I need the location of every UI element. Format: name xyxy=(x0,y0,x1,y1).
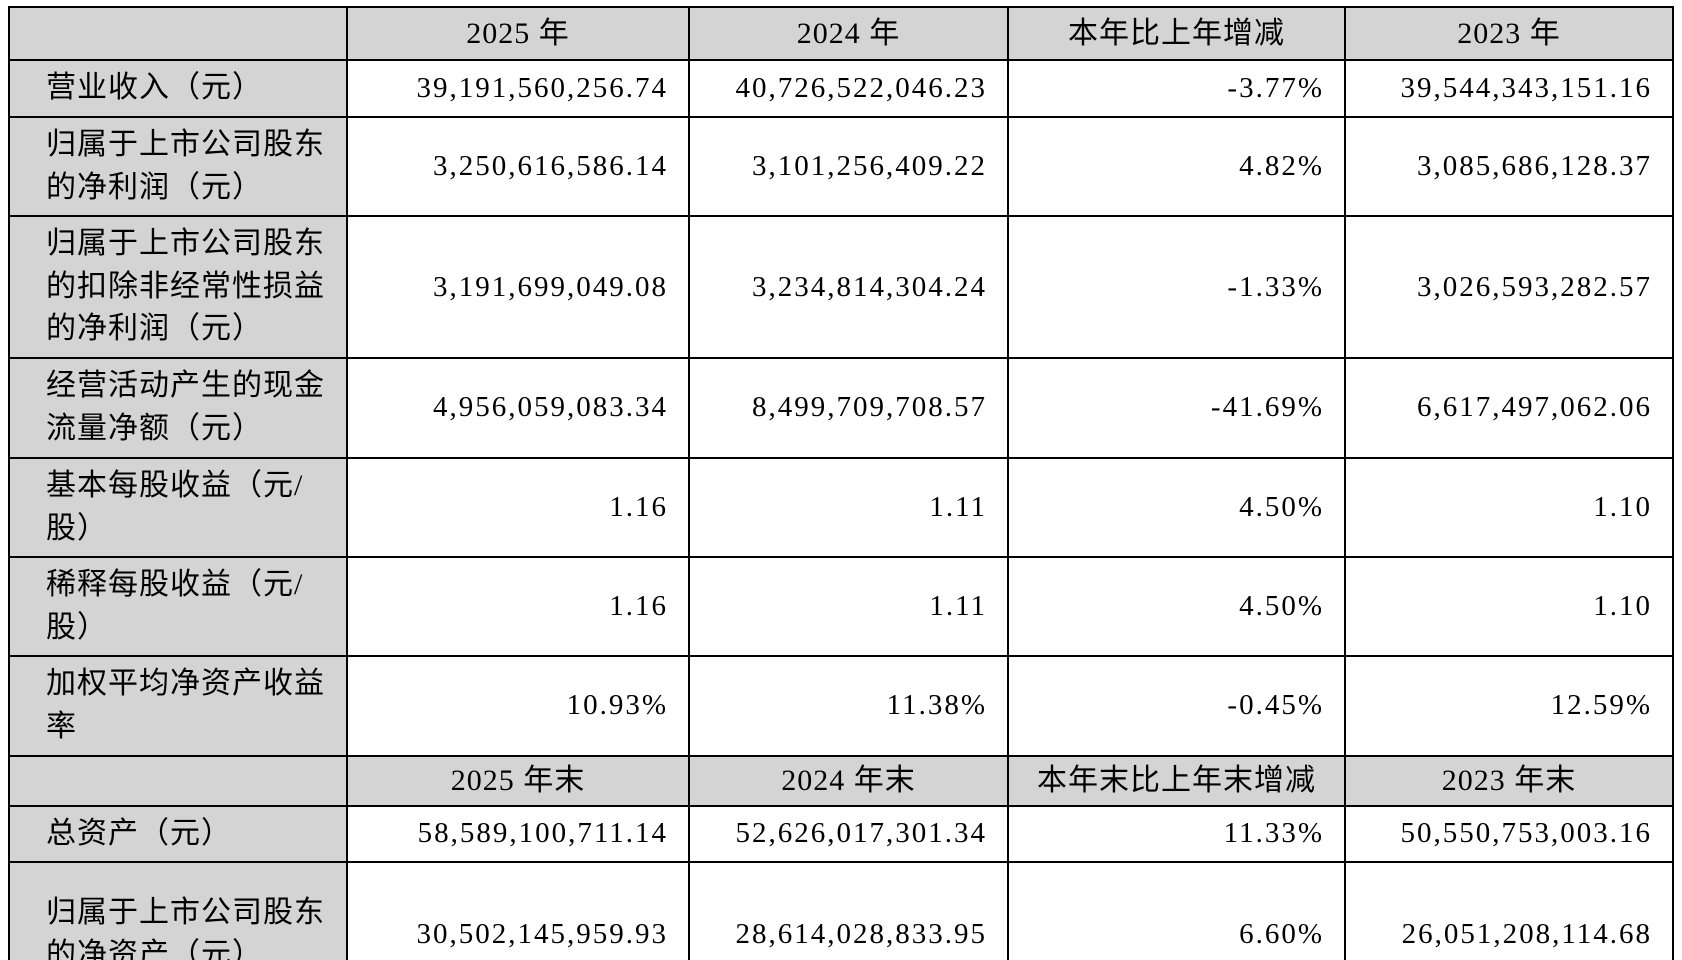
row-label: 稀释每股收益（元/股） xyxy=(8,556,348,658)
value-cell-2025: 39,191,560,256.74 xyxy=(346,59,690,118)
row-label: 加权平均净资产收益率 xyxy=(8,655,348,757)
col-header-2023-end: 2023 年末 xyxy=(1344,754,1674,807)
financial-kpi-table: 2025 年 2024 年 本年比上年增减 2023 年 营业收入（元） 39,… xyxy=(8,6,1674,960)
row-label: 归属于上市公司股东的扣除非经常性损益的净利润（元） xyxy=(8,215,348,359)
value-cell-2025: 1.16 xyxy=(346,456,690,559)
row-label: 总资产（元） xyxy=(8,804,348,864)
corner-cell xyxy=(8,754,348,807)
table-row-net-profit: 归属于上市公司股东的净利润（元） 3,250,616,586.14 3,101,… xyxy=(8,115,1674,218)
value-cell-2023: 26,051,208,114.68 xyxy=(1344,861,1674,960)
value-cell-change: -0.45% xyxy=(1007,655,1346,757)
header-row-yearend: 2025 年末 2024 年末 本年末比上年末增减 2023 年末 xyxy=(8,754,1674,807)
value-cell-2025: 3,191,699,049.08 xyxy=(346,215,690,359)
value-cell-2024: 28,614,028,833.95 xyxy=(688,861,1009,960)
table-row-net-profit-excl-nonrecurring: 归属于上市公司股东的扣除非经常性损益的净利润（元） 3,191,699,049.… xyxy=(8,215,1674,359)
table-row-net-assets: 归属于上市公司股东的净资产（元） 30,502,145,959.93 28,61… xyxy=(8,861,1674,960)
value-cell-change: 4.50% xyxy=(1007,556,1346,658)
value-cell-2025: 4,956,059,083.34 xyxy=(346,356,690,459)
table-row-diluted-eps: 稀释每股收益（元/股） 1.16 1.11 4.50% 1.10 xyxy=(8,556,1674,658)
value-cell-2025: 3,250,616,586.14 xyxy=(346,115,690,218)
row-label: 经营活动产生的现金流量净额（元） xyxy=(8,356,348,459)
row-label: 归属于上市公司股东的净利润（元） xyxy=(8,115,348,218)
header-row-annual: 2025 年 2024 年 本年比上年增减 2023 年 xyxy=(8,6,1674,61)
table-row-operating-cash-flow: 经营活动产生的现金流量净额（元） 4,956,059,083.34 8,499,… xyxy=(8,356,1674,459)
value-cell-2025: 1.16 xyxy=(346,556,690,658)
corner-cell xyxy=(8,6,348,61)
value-cell-2024: 40,726,522,046.23 xyxy=(688,59,1009,118)
value-cell-2023: 3,085,686,128.37 xyxy=(1344,115,1674,218)
table-row-total-assets: 总资产（元） 58,589,100,711.14 52,626,017,301.… xyxy=(8,804,1674,864)
value-cell-2023: 1.10 xyxy=(1344,456,1674,559)
col-header-2025-end: 2025 年末 xyxy=(346,754,690,807)
value-cell-2023: 3,026,593,282.57 xyxy=(1344,215,1674,359)
value-cell-2024: 1.11 xyxy=(688,556,1009,658)
value-cell-change: 4.50% xyxy=(1007,456,1346,559)
value-cell-2023: 39,544,343,151.16 xyxy=(1344,59,1674,118)
value-cell-change: 6.60% xyxy=(1007,861,1346,960)
table-row-revenue: 营业收入（元） 39,191,560,256.74 40,726,522,046… xyxy=(8,59,1674,118)
value-cell-2025: 58,589,100,711.14 xyxy=(346,804,690,864)
value-cell-2024: 52,626,017,301.34 xyxy=(688,804,1009,864)
value-cell-change: 11.33% xyxy=(1007,804,1346,864)
table-row-basic-eps: 基本每股收益（元/股） 1.16 1.11 4.50% 1.10 xyxy=(8,456,1674,559)
col-header-yoy-change: 本年比上年增减 xyxy=(1007,6,1346,61)
row-label: 营业收入（元） xyxy=(8,59,348,118)
col-header-2024-end: 2024 年末 xyxy=(688,754,1009,807)
value-cell-change: 4.82% xyxy=(1007,115,1346,218)
col-header-2025: 2025 年 xyxy=(346,6,690,61)
value-cell-2025: 30,502,145,959.93 xyxy=(346,861,690,960)
table-row-weighted-avg-roe: 加权平均净资产收益率 10.93% 11.38% -0.45% 12.59% xyxy=(8,655,1674,757)
value-cell-change: -41.69% xyxy=(1007,356,1346,459)
value-cell-2023: 50,550,753,003.16 xyxy=(1344,804,1674,864)
value-cell-2024: 11.38% xyxy=(688,655,1009,757)
value-cell-2023: 6,617,497,062.06 xyxy=(1344,356,1674,459)
value-cell-change: -1.33% xyxy=(1007,215,1346,359)
row-label: 基本每股收益（元/股） xyxy=(8,456,348,559)
value-cell-2023: 12.59% xyxy=(1344,655,1674,757)
col-header-2024: 2024 年 xyxy=(688,6,1009,61)
value-cell-2024: 8,499,709,708.57 xyxy=(688,356,1009,459)
value-cell-2024: 3,234,814,304.24 xyxy=(688,215,1009,359)
row-label: 归属于上市公司股东的净资产（元） xyxy=(8,861,348,960)
value-cell-2024: 1.11 xyxy=(688,456,1009,559)
value-cell-2024: 3,101,256,409.22 xyxy=(688,115,1009,218)
col-header-yearend-change: 本年末比上年末增减 xyxy=(1007,754,1346,807)
value-cell-change: -3.77% xyxy=(1007,59,1346,118)
col-header-2023: 2023 年 xyxy=(1344,6,1674,61)
value-cell-2025: 10.93% xyxy=(346,655,690,757)
value-cell-2023: 1.10 xyxy=(1344,556,1674,658)
